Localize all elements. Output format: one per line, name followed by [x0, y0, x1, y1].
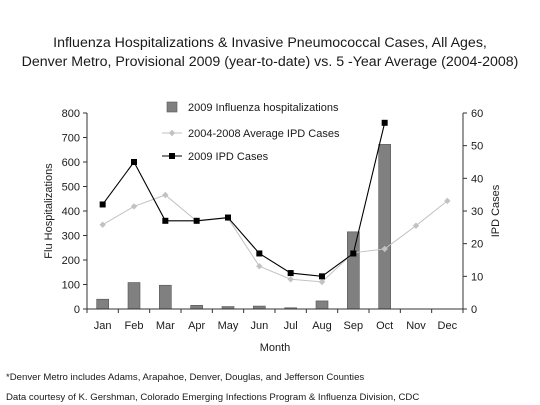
point-2009-ipd-cases-apr — [193, 217, 200, 224]
x-tick-label-mar: Mar — [156, 320, 175, 332]
point-2009-ipd-cases-may — [225, 214, 231, 221]
right-tick-label: 30 — [471, 206, 483, 218]
point-2009-ipd-cases-jun — [256, 250, 263, 257]
legend-marker — [169, 153, 175, 159]
legend-label: 2004-2008 Average IPD Cases — [188, 128, 340, 140]
y-axis-title-left: Flu Hospitalizations — [43, 163, 55, 259]
bar-flu-hosp-apr — [190, 305, 203, 310]
left-tick-label: 300 — [62, 231, 80, 243]
bar-flu-hosp-sep — [347, 231, 360, 310]
line-2009-ipd-cases — [102, 122, 386, 277]
point-2009-ipd-cases-aug — [319, 273, 325, 280]
right-tick-label: 10 — [471, 271, 483, 283]
bar-flu-hosp-aug — [315, 300, 329, 310]
legend-swatch-flu-hosp — [166, 101, 178, 113]
point-2004-2008-average-ipd-cases-jan — [99, 221, 106, 228]
left-tick-label: 700 — [62, 133, 80, 145]
point-2004-2008-average-ipd-cases-jul — [287, 276, 294, 283]
x-tick-label-dec: Dec — [438, 320, 458, 332]
left-tick-label: 500 — [62, 182, 80, 194]
x-tick-label-sep: Sep — [344, 320, 364, 332]
right-tick-label: 50 — [471, 141, 483, 153]
bar-flu-hosp-oct — [378, 144, 391, 310]
right-tick-label: 0 — [471, 304, 477, 316]
left-tick-label: 0 — [74, 304, 80, 316]
x-tick-label-oct: Oct — [376, 320, 393, 332]
point-2004-2008-average-ipd-cases-jun — [256, 263, 263, 270]
data-credit: Data courtesy of K. Gershman, Colorado E… — [6, 392, 420, 403]
legend-label: 2009 IPD Cases — [188, 151, 269, 163]
point-2009-ipd-cases-oct — [381, 119, 388, 126]
point-2004-2008-average-ipd-cases-aug — [318, 278, 326, 286]
x-tick-label-jan: Jan — [94, 320, 112, 332]
bar-flu-hosp-feb — [127, 282, 141, 310]
right-tick-label: 20 — [471, 239, 483, 251]
x-axis-title: Month — [260, 342, 291, 354]
x-tick-label-aug: Aug — [312, 320, 332, 332]
x-tick-label-jul: Jul — [284, 320, 298, 332]
left-tick-label: 600 — [62, 157, 80, 169]
point-2009-ipd-cases-feb — [131, 159, 137, 165]
chart-title-line-2: Denver Metro, Provisional 2009 (year-to-… — [21, 54, 519, 70]
x-tick-label-jun: Jun — [250, 320, 268, 332]
x-tick-label-nov: Nov — [406, 320, 426, 332]
left-tick-label: 100 — [62, 280, 80, 292]
point-2004-2008-average-ipd-cases-dec — [444, 197, 451, 205]
x-tick-label-feb: Feb — [125, 320, 144, 332]
x-tick-label-apr: Apr — [188, 320, 205, 332]
left-tick-label: 400 — [62, 206, 80, 218]
point-2004-2008-average-ipd-cases-feb — [130, 203, 138, 210]
chart-title: Influenza Hospitalizations & Invasive Pn… — [0, 34, 540, 72]
bar-flu-hosp-jan — [96, 298, 109, 310]
chart-title-line-1: Influenza Hospitalizations & Invasive Pn… — [53, 35, 487, 51]
point-2009-ipd-cases-sep — [350, 250, 357, 257]
point-2004-2008-average-ipd-cases-oct — [381, 245, 388, 253]
footnote: *Denver Metro includes Adams, Arapahoe, … — [6, 372, 365, 383]
y-axis-title-right: IPD Cases — [490, 184, 502, 237]
legend-marker — [168, 129, 176, 137]
x-tick-label-may: May — [218, 320, 239, 332]
point-2004-2008-average-ipd-cases-mar — [162, 191, 169, 199]
left-tick-label: 200 — [62, 255, 80, 267]
bar-flu-hosp-mar — [159, 284, 172, 310]
left-tick-label: 800 — [62, 108, 80, 120]
point-2009-ipd-cases-jan — [99, 201, 106, 208]
point-2004-2008-average-ipd-cases-nov — [412, 222, 420, 229]
point-2009-ipd-cases-jul — [287, 270, 294, 277]
right-tick-label: 40 — [471, 173, 483, 185]
right-tick-label: 60 — [471, 108, 483, 120]
point-2009-ipd-cases-mar — [162, 217, 169, 224]
line-2004-2008-average-ipd-cases — [102, 194, 448, 283]
legend-label: 2009 Influenza hospitalizations — [188, 102, 339, 114]
